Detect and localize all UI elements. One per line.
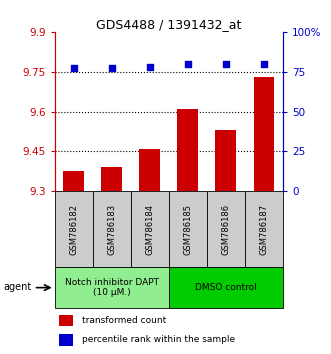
Bar: [101, 167, 122, 191]
Text: GSM786187: GSM786187: [260, 204, 268, 255]
Bar: [254, 77, 274, 191]
Bar: [245, 191, 283, 267]
Text: GSM786186: GSM786186: [221, 204, 230, 255]
Bar: [215, 130, 236, 191]
Text: DMSO control: DMSO control: [195, 283, 257, 292]
Text: GSM786183: GSM786183: [107, 204, 116, 255]
Point: [185, 61, 191, 67]
Text: GSM786182: GSM786182: [69, 204, 78, 255]
Bar: [177, 109, 198, 191]
Bar: [59, 315, 73, 326]
Text: percentile rank within the sample: percentile rank within the sample: [82, 335, 235, 344]
Bar: [207, 191, 245, 267]
Text: GSM786185: GSM786185: [183, 204, 192, 255]
Point: [147, 64, 152, 70]
Text: transformed count: transformed count: [82, 316, 166, 325]
Bar: [139, 149, 160, 191]
Bar: [131, 191, 169, 267]
Bar: [63, 171, 84, 191]
Title: GDS4488 / 1391432_at: GDS4488 / 1391432_at: [96, 18, 242, 31]
Text: Notch inhibitor DAPT
(10 μM.): Notch inhibitor DAPT (10 μM.): [65, 278, 159, 297]
Point: [109, 66, 115, 72]
Bar: [169, 267, 283, 308]
Bar: [59, 334, 73, 346]
Text: GSM786184: GSM786184: [145, 204, 154, 255]
Point: [71, 66, 76, 72]
Bar: [55, 267, 169, 308]
Bar: [169, 191, 207, 267]
Text: agent: agent: [3, 282, 31, 292]
Bar: [93, 191, 131, 267]
Bar: [55, 191, 93, 267]
Point: [223, 61, 228, 67]
Point: [261, 61, 266, 67]
